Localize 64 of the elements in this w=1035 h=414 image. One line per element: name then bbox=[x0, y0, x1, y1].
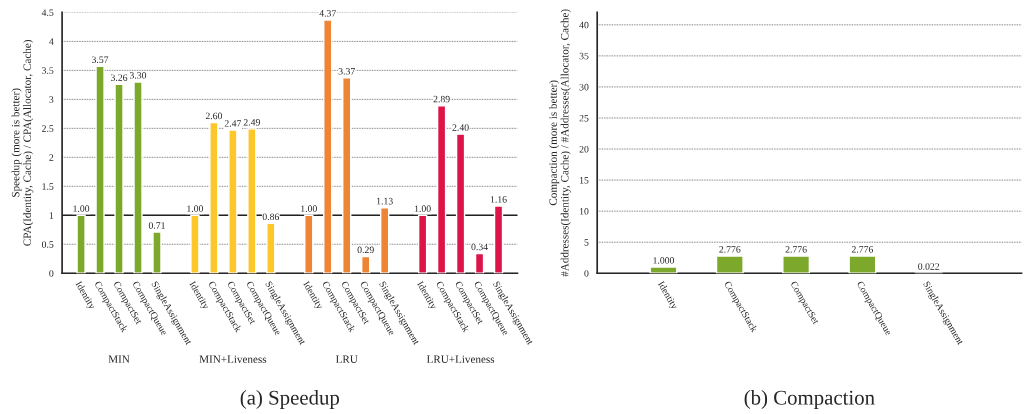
text: LRU bbox=[335, 355, 358, 363]
data-label: 2.776 bbox=[785, 246, 807, 253]
text: MIN bbox=[108, 355, 130, 363]
bar bbox=[95, 65, 105, 274]
data-label: 3.30 bbox=[129, 72, 147, 79]
data-label: 4.37 bbox=[319, 10, 336, 17]
bar bbox=[493, 205, 504, 274]
data-label: 3.57 bbox=[92, 56, 109, 63]
y-axis-title: Compaction (more is better) #Addresses(Identity, Cache) / #Addresses(Allocator, Cache) bbox=[549, 9, 571, 277]
y-tick-label: 1.5 bbox=[42, 183, 54, 190]
data-label: 0.29 bbox=[357, 246, 374, 254]
data-label: 0.34 bbox=[471, 243, 488, 251]
y-tick-label: 35 bbox=[579, 52, 589, 60]
bar bbox=[209, 121, 219, 274]
y-tick-label: 30 bbox=[579, 83, 589, 91]
y-tick-label: 5 bbox=[584, 239, 589, 246]
y-tick-label: 3 bbox=[49, 96, 54, 103]
y-tick-label: 2 bbox=[49, 154, 54, 161]
data-label: 2.47 bbox=[224, 120, 242, 127]
y-tick-label: 10 bbox=[579, 208, 589, 215]
bar bbox=[379, 207, 390, 274]
y-tick-label: 0 bbox=[584, 270, 589, 277]
bar bbox=[782, 255, 811, 274]
y-tick-label: 0 bbox=[49, 270, 54, 277]
bar bbox=[848, 255, 877, 274]
bar bbox=[114, 83, 124, 274]
data-label: 1.000 bbox=[653, 257, 675, 264]
data-label: 3.26 bbox=[110, 74, 128, 81]
y-tick-label: 3.5 bbox=[42, 67, 54, 74]
data-label: 1.13 bbox=[377, 197, 393, 205]
data-label: 2.776 bbox=[851, 246, 874, 253]
data-label: 2.60 bbox=[205, 112, 223, 120]
y-tick-label: 0.5 bbox=[41, 241, 54, 248]
y-tick-label: 25 bbox=[579, 114, 589, 122]
bar bbox=[133, 81, 143, 274]
y-tick-label: 15 bbox=[579, 177, 589, 184]
data-label: 0.022 bbox=[918, 263, 940, 270]
data-label: 3.37 bbox=[338, 68, 355, 75]
y-tick-label: 40 bbox=[579, 21, 589, 29]
data-label: 1.00 bbox=[301, 205, 317, 212]
data-label: 1.00 bbox=[73, 205, 90, 212]
text: (b) Compaction bbox=[744, 390, 875, 409]
text: MIN+Liveness bbox=[199, 355, 267, 363]
y-axis-title: Speedup (more is better) CPA(Identity, Cache) / CPA(Allocator, Cache) bbox=[11, 40, 34, 246]
data-label: 1.00 bbox=[414, 205, 431, 212]
y-tick-label: 1 bbox=[49, 212, 54, 219]
data-label: 0.71 bbox=[148, 222, 165, 229]
y-tick-label: 20 bbox=[579, 145, 589, 153]
bar bbox=[361, 255, 371, 274]
bar bbox=[649, 266, 678, 274]
bar bbox=[715, 255, 744, 274]
text: LRU+Liveness bbox=[426, 355, 495, 363]
data-label: 0.86 bbox=[262, 213, 280, 221]
data-label: 2.49 bbox=[243, 119, 260, 126]
y-tick-label: 4 bbox=[49, 38, 54, 45]
y-tick-label: 2.5 bbox=[42, 125, 54, 132]
data-label: 1.16 bbox=[490, 196, 507, 203]
data-label: 1.00 bbox=[187, 205, 204, 212]
bar bbox=[152, 231, 162, 274]
data-label: 2.89 bbox=[433, 95, 450, 103]
y-tick-label: 4.5 bbox=[41, 9, 54, 16]
data-label: 2.776 bbox=[719, 246, 741, 253]
text: (a) Speedup bbox=[240, 390, 340, 409]
data-label: 2.40 bbox=[452, 124, 469, 131]
